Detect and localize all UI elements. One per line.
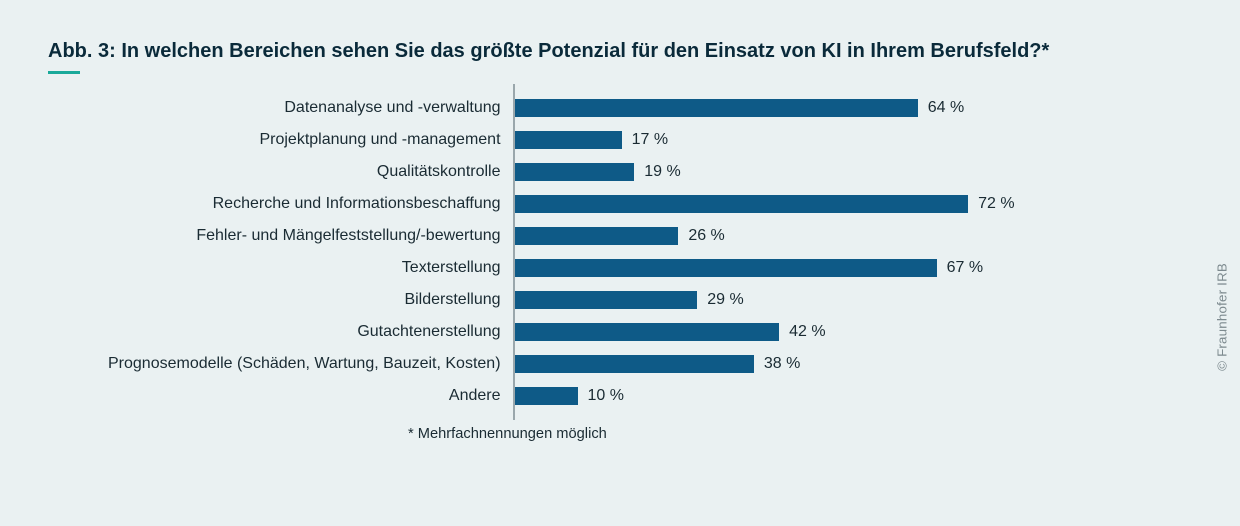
category-label: Fehler- und Mängelfeststellung/-bewertun… bbox=[196, 227, 500, 245]
value-label: 38 % bbox=[764, 355, 800, 373]
chart-page: Abb. 3: In welchen Bereichen sehen Sie d… bbox=[0, 0, 1240, 526]
category-label: Prognosemodelle (Schäden, Wartung, Bauze… bbox=[108, 355, 501, 373]
bar bbox=[515, 195, 969, 213]
bar bbox=[515, 259, 937, 277]
value-label: 26 % bbox=[688, 227, 724, 245]
category-label: Bilderstellung bbox=[404, 291, 500, 309]
value-label: 17 % bbox=[632, 131, 668, 149]
title-block: Abb. 3: In welchen Bereichen sehen Sie d… bbox=[48, 40, 1180, 74]
category-label: Gutachtenerstellung bbox=[357, 323, 500, 341]
footnote: * Mehrfachnennungen möglich bbox=[408, 426, 1180, 442]
title-underline bbox=[48, 71, 80, 74]
bar bbox=[515, 355, 754, 373]
chart: Datenanalyse und -verwaltung Projektplanu… bbox=[108, 92, 1180, 412]
category-label: Qualitätskontrolle bbox=[377, 163, 501, 181]
bar bbox=[515, 291, 698, 309]
value-label: 10 % bbox=[588, 387, 624, 405]
y-axis-line bbox=[513, 84, 515, 420]
category-label: Recherche und Informationsbeschaffung bbox=[213, 195, 501, 213]
category-label: Datenanalyse und -verwaltung bbox=[284, 99, 500, 117]
value-label: 19 % bbox=[644, 163, 680, 181]
chart-title: Abb. 3: In welchen Bereichen sehen Sie d… bbox=[48, 40, 1180, 63]
bar bbox=[515, 163, 635, 181]
category-label: Andere bbox=[449, 387, 501, 405]
bar bbox=[515, 99, 918, 117]
bar bbox=[515, 131, 622, 149]
bar bbox=[515, 387, 578, 405]
bar bbox=[515, 323, 780, 341]
category-labels-column: Datenanalyse und -verwaltung Projektplanu… bbox=[108, 92, 513, 412]
value-label: 72 % bbox=[978, 195, 1014, 213]
bars-column: 64 % 17 % 19 % 72 % 26 % 67 % 29 % 42 % 38 % 10 % bbox=[513, 92, 1015, 412]
value-label: 64 % bbox=[928, 99, 964, 117]
value-label: 42 % bbox=[789, 323, 825, 341]
value-label: 29 % bbox=[707, 291, 743, 309]
category-label: Texterstellung bbox=[402, 259, 501, 277]
value-label: 67 % bbox=[947, 259, 983, 277]
bar bbox=[515, 227, 679, 245]
category-label: Projektplanung und -management bbox=[259, 131, 500, 149]
attribution: © Fraunhofer IRB bbox=[1215, 263, 1230, 371]
